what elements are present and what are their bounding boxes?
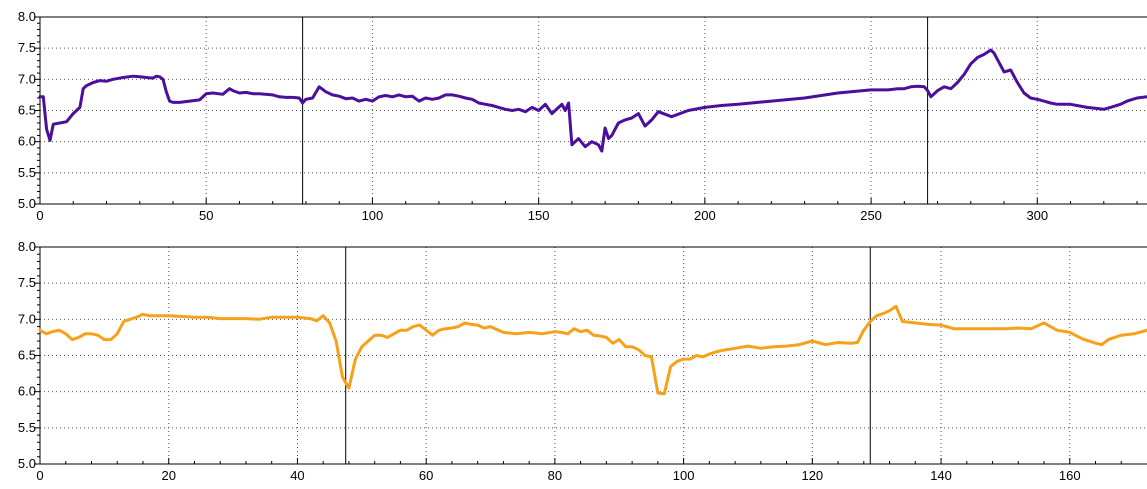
- chart-1-xtick-label-5: 100: [673, 468, 695, 483]
- chart-0-xtick-label-2: 100: [362, 208, 384, 223]
- chart-0-xtick-label-5: 250: [860, 208, 882, 223]
- chart-1-xtick-label-4: 80: [548, 468, 562, 483]
- chart-1-ytick-label-0: 5.0: [18, 456, 36, 471]
- chart-0-ytick-label-2: 6.0: [18, 134, 36, 149]
- chart-1-xtick-label-2: 40: [290, 468, 304, 483]
- chart-1-ytick-label-4: 7.0: [18, 311, 36, 326]
- chart-1-xtick-label-1: 20: [161, 468, 175, 483]
- chart-1-xtick-label-0: 0: [36, 468, 43, 483]
- chart-0-ytick-label-5: 7.5: [18, 40, 36, 55]
- chart-0-xtick-label-6: 300: [1026, 208, 1048, 223]
- chart-0-xtick-label-0: 0: [36, 208, 43, 223]
- chart-1-ytick-label-2: 6.0: [18, 384, 36, 399]
- chart-0-ytick-label-0: 5.0: [18, 196, 36, 211]
- chart-1-xtick-label-6: 120: [801, 468, 823, 483]
- chart-1-xtick-label-7: 140: [930, 468, 952, 483]
- chart-0-xtick-label-1: 50: [199, 208, 213, 223]
- chart-1-ytick-label-6: 8.0: [18, 239, 36, 254]
- bottom-line-chart: 5.0 5.5 6.0 6.5 7.0 7.5 8.0 0 20 40 60 80 100 120 140 1…: [18, 239, 1147, 483]
- chart-0-xtick-label-4: 200: [694, 208, 716, 223]
- chart-1-ytick-label-1: 5.5: [18, 420, 36, 435]
- chart-0-xtick-label-3: 150: [528, 208, 550, 223]
- chart-0-ytick-label-4: 7.0: [18, 71, 36, 86]
- chart-0-ytick-label-1: 5.5: [18, 165, 36, 180]
- chart-1-xtick-label-8: 160: [1059, 468, 1081, 483]
- chart-1-ytick-label-5: 7.5: [18, 275, 36, 290]
- chart-0-ytick-label-6: 8.0: [18, 9, 36, 24]
- chart-0-series-line-0: [38, 48, 1147, 153]
- top-line-chart: 5.0 5.5 6.0 6.5 7.0 7.5 8.0 0 50 100 150 200 250 300: [18, 9, 1147, 223]
- chart-1-ytick-label-3: 6.5: [18, 348, 36, 363]
- chart-0-ytick-label-3: 6.5: [18, 103, 36, 118]
- chart-1-series-line-0: [38, 304, 1147, 396]
- chart-1-xtick-label-3: 60: [419, 468, 433, 483]
